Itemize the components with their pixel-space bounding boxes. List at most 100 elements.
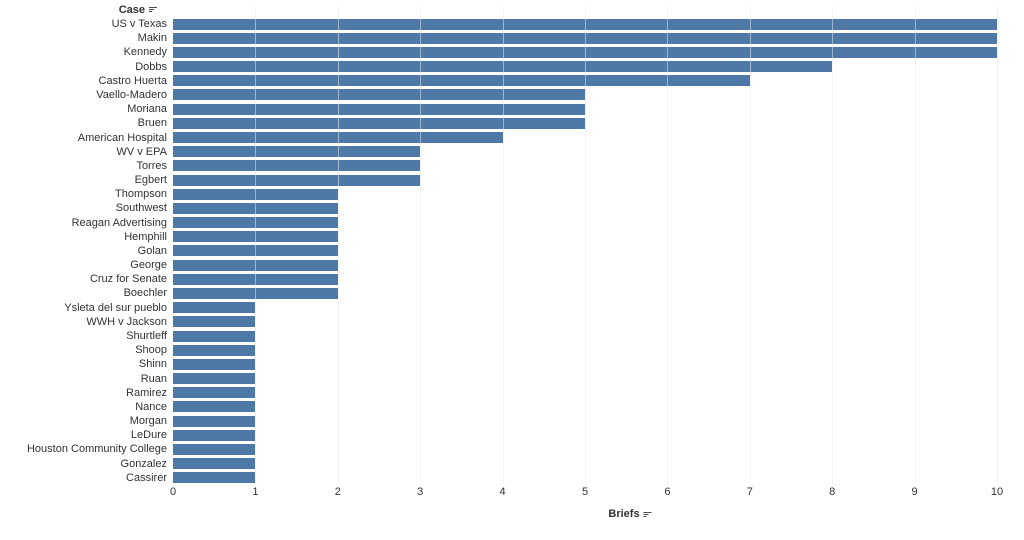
x-axis-title[interactable]: Briefs xyxy=(608,508,652,520)
case-bar[interactable] xyxy=(173,458,256,470)
case-label[interactable]: Shoop xyxy=(135,344,167,357)
chart-row: Houston Community College xyxy=(0,442,1024,456)
chart-row: Cassirer xyxy=(0,471,1024,485)
case-label[interactable]: Ysleta del sur pueblo xyxy=(64,301,167,314)
chart-row: Cruz for Senate xyxy=(0,272,1024,286)
chart-row: Dobbs xyxy=(0,60,1024,74)
chart-row: Egbert xyxy=(0,173,1024,187)
case-label[interactable]: Bruen xyxy=(137,117,167,130)
chart-row: Nance xyxy=(0,400,1024,414)
case-label[interactable]: Torres xyxy=(136,159,167,172)
case-label[interactable]: Cruz for Senate xyxy=(89,273,167,286)
case-label[interactable]: Castro Huerta xyxy=(98,74,167,87)
briefs-axis-label: Briefs xyxy=(608,508,640,520)
case-label[interactable]: Nance xyxy=(135,400,167,413)
case-bar[interactable] xyxy=(173,288,338,299)
case-label[interactable]: Cassirer xyxy=(126,471,167,484)
case-bar[interactable] xyxy=(173,146,421,158)
case-bar[interactable] xyxy=(173,174,421,186)
case-label[interactable]: Moriana xyxy=(127,103,167,116)
case-bar[interactable] xyxy=(173,231,338,243)
case-label[interactable]: WV v EPA xyxy=(116,145,167,158)
chart-row: LeDure xyxy=(0,428,1024,442)
case-bar[interactable] xyxy=(173,401,256,413)
briefs-sort-icon[interactable] xyxy=(643,511,652,517)
chart-row: Thompson xyxy=(0,187,1024,201)
case-bar[interactable] xyxy=(173,273,338,285)
case-bar[interactable] xyxy=(173,330,256,342)
chart-row: Kennedy xyxy=(0,45,1024,59)
case-bar[interactable] xyxy=(173,259,338,271)
case-bar[interactable] xyxy=(173,415,256,427)
case-bar[interactable] xyxy=(173,89,585,101)
case-label[interactable]: Hemphill xyxy=(124,230,167,243)
chart-row: Boechler xyxy=(0,286,1024,300)
case-label[interactable]: Golan xyxy=(137,244,167,257)
case-bar[interactable] xyxy=(173,18,997,30)
case-label[interactable]: Vaello-Madero xyxy=(96,88,167,101)
case-label[interactable]: Shinn xyxy=(138,358,167,371)
case-sort-icon[interactable] xyxy=(149,7,157,12)
chart-row: Gonzalez xyxy=(0,457,1024,471)
case-axis-header[interactable]: Case xyxy=(0,3,157,16)
case-label[interactable]: Kennedy xyxy=(123,46,167,59)
case-bar[interactable] xyxy=(173,117,585,129)
case-bar[interactable] xyxy=(173,429,256,441)
case-label[interactable]: Makin xyxy=(137,32,167,45)
case-label[interactable]: Dobbs xyxy=(135,60,167,73)
case-axis-label: Case xyxy=(118,3,145,16)
case-label[interactable]: Ruan xyxy=(140,372,167,385)
case-label[interactable]: Reagan Advertising xyxy=(71,216,167,229)
chart-row: Bruen xyxy=(0,116,1024,130)
case-label[interactable]: Shurtleff xyxy=(126,330,167,343)
case-bar[interactable] xyxy=(173,46,997,58)
case-label[interactable]: Ramirez xyxy=(126,386,167,399)
case-label[interactable]: Thompson xyxy=(115,188,167,201)
case-bar[interactable] xyxy=(173,103,585,115)
case-bar[interactable] xyxy=(173,160,421,172)
case-label[interactable]: Egbert xyxy=(134,174,167,187)
case-bar[interactable] xyxy=(173,217,338,229)
case-bar[interactable] xyxy=(173,61,833,73)
chart-row: Morgan xyxy=(0,414,1024,428)
chart-row: WWH v Jackson xyxy=(0,315,1024,329)
chart-row: Ysleta del sur pueblo xyxy=(0,301,1024,315)
case-label[interactable]: Boechler xyxy=(123,287,167,300)
case-bar[interactable] xyxy=(173,188,338,200)
case-label[interactable]: Gonzalez xyxy=(120,457,167,470)
chart-row: Shinn xyxy=(0,357,1024,371)
chart-row: Ramirez xyxy=(0,386,1024,400)
case-bar[interactable] xyxy=(173,358,256,370)
case-bar[interactable] xyxy=(173,75,750,87)
case-bar[interactable] xyxy=(173,443,256,455)
chart-row: Torres xyxy=(0,159,1024,173)
case-bar[interactable] xyxy=(173,302,256,314)
case-label[interactable]: Morgan xyxy=(129,415,167,428)
case-bar[interactable] xyxy=(173,132,503,144)
chart-row: Shoop xyxy=(0,343,1024,357)
case-bar[interactable] xyxy=(173,344,256,356)
case-bar[interactable] xyxy=(173,245,338,257)
case-label[interactable]: Southwest xyxy=(115,202,167,215)
case-bar[interactable] xyxy=(173,387,256,399)
case-label[interactable]: WWH v Jackson xyxy=(86,315,167,328)
case-bar[interactable] xyxy=(173,472,256,484)
chart-row: Southwest xyxy=(0,201,1024,215)
chart-row: Castro Huerta xyxy=(0,74,1024,88)
case-label[interactable]: US v Texas xyxy=(111,18,167,31)
case-label[interactable]: LeDure xyxy=(130,429,167,442)
case-bar[interactable] xyxy=(173,316,256,328)
case-label[interactable]: George xyxy=(130,259,167,272)
chart-row: Hemphill xyxy=(0,230,1024,244)
case-bar[interactable] xyxy=(173,32,997,44)
case-label[interactable]: American Hospital xyxy=(77,131,167,144)
chart-row: WV v EPA xyxy=(0,145,1024,159)
case-label[interactable]: Houston Community College xyxy=(26,443,167,456)
case-bar[interactable] xyxy=(173,373,256,385)
chart-row: Golan xyxy=(0,244,1024,258)
chart-row: Vaello-Madero xyxy=(0,88,1024,102)
case-bar[interactable] xyxy=(173,202,338,214)
chart-row: Moriana xyxy=(0,102,1024,116)
